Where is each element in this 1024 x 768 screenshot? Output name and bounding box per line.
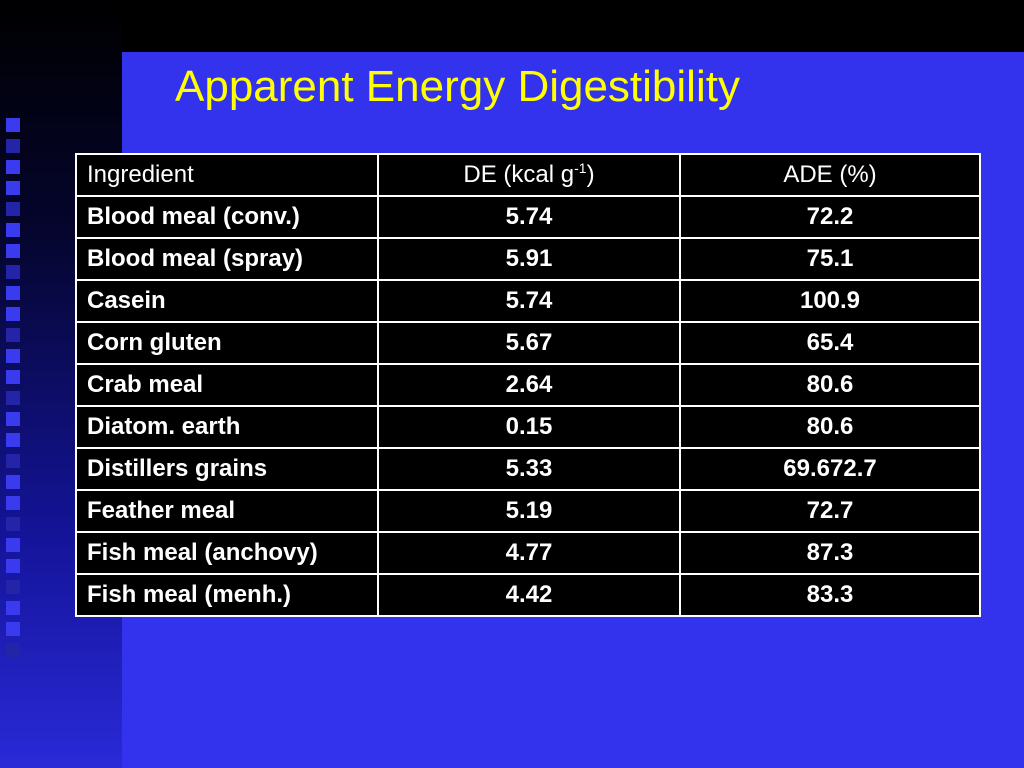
table-row: Fish meal (menh.) 4.42 83.3 <box>75 573 981 617</box>
cell-ade: 80.6 <box>679 405 981 449</box>
decorative-square <box>6 118 20 132</box>
cell-ade: 100.9 <box>679 279 981 323</box>
decorative-square <box>6 412 20 426</box>
cell-de: 5.91 <box>377 237 681 281</box>
cell-ingredient: Feather meal <box>75 489 379 533</box>
table-row: Diatom. earth 0.15 80.6 <box>75 405 981 449</box>
decorative-square <box>6 202 20 216</box>
decorative-square <box>6 622 20 636</box>
cell-de: 5.67 <box>377 321 681 365</box>
decorative-square <box>6 223 20 237</box>
table-row: Casein 5.74 100.9 <box>75 279 981 323</box>
header-de-suffix: ) <box>586 161 595 188</box>
cell-ade: 83.3 <box>679 573 981 617</box>
cell-de: 5.33 <box>377 447 681 491</box>
cell-de: 4.42 <box>377 573 681 617</box>
decorative-square <box>6 349 20 363</box>
decorative-square <box>6 454 20 468</box>
cell-de: 0.15 <box>377 405 681 449</box>
decorative-square <box>6 160 20 174</box>
table-row: Blood meal (spray) 5.91 75.1 <box>75 237 981 281</box>
decorative-square <box>6 601 20 615</box>
cell-ingredient: Crab meal <box>75 363 379 407</box>
cell-de: 4.77 <box>377 531 681 575</box>
cell-ade: 65.4 <box>679 321 981 365</box>
header-ade: ADE (%) <box>679 153 981 197</box>
top-decorative-band <box>122 0 1024 52</box>
decorative-square <box>6 433 20 447</box>
decorative-square <box>6 286 20 300</box>
header-de-text: DE (kcal g <box>463 161 575 188</box>
cell-ade: 69.672.7 <box>679 447 981 491</box>
decorative-square <box>6 391 20 405</box>
cell-de: 5.74 <box>377 279 681 323</box>
cell-de: 2.64 <box>377 363 681 407</box>
header-de: DE (kcal g-1) <box>377 153 681 197</box>
cell-ade: 72.7 <box>679 489 981 533</box>
cell-ade: 87.3 <box>679 531 981 575</box>
cell-ingredient: Blood meal (conv.) <box>75 195 379 239</box>
decorative-squares <box>6 118 26 664</box>
table-row: Distillers grains 5.33 69.672.7 <box>75 447 981 491</box>
cell-ingredient: Diatom. earth <box>75 405 379 449</box>
decorative-square <box>6 181 20 195</box>
decorative-square <box>6 580 20 594</box>
cell-ade: 80.6 <box>679 363 981 407</box>
cell-ade: 75.1 <box>679 237 981 281</box>
header-de-superscript: -1 <box>574 160 587 176</box>
decorative-square <box>6 538 20 552</box>
table-row: Corn gluten 5.67 65.4 <box>75 321 981 365</box>
decorative-square <box>6 139 20 153</box>
table-row: Blood meal (conv.) 5.74 72.2 <box>75 195 981 239</box>
cell-de: 5.19 <box>377 489 681 533</box>
data-table: Ingredient DE (kcal g-1) ADE (%) Blood m… <box>75 153 981 617</box>
decorative-square <box>6 517 20 531</box>
cell-ingredient: Fish meal (menh.) <box>75 573 379 617</box>
cell-ade: 72.2 <box>679 195 981 239</box>
cell-ingredient: Corn gluten <box>75 321 379 365</box>
decorative-square <box>6 475 20 489</box>
cell-ingredient: Distillers grains <box>75 447 379 491</box>
table-row: Crab meal 2.64 80.6 <box>75 363 981 407</box>
cell-ingredient: Blood meal (spray) <box>75 237 379 281</box>
decorative-square <box>6 496 20 510</box>
table-row: Feather meal 5.19 72.7 <box>75 489 981 533</box>
decorative-square <box>6 328 20 342</box>
cell-ingredient: Casein <box>75 279 379 323</box>
decorative-square <box>6 265 20 279</box>
table-row: Fish meal (anchovy) 4.77 87.3 <box>75 531 981 575</box>
decorative-square <box>6 370 20 384</box>
cell-de: 5.74 <box>377 195 681 239</box>
header-ingredient: Ingredient <box>75 153 379 197</box>
cell-ingredient: Fish meal (anchovy) <box>75 531 379 575</box>
table-header-row: Ingredient DE (kcal g-1) ADE (%) <box>75 153 981 197</box>
decorative-square <box>6 643 20 657</box>
slide-title: Apparent Energy Digestibility <box>175 62 740 111</box>
decorative-square <box>6 307 20 321</box>
decorative-square <box>6 244 20 258</box>
decorative-square <box>6 559 20 573</box>
data-table-container: Ingredient DE (kcal g-1) ADE (%) Blood m… <box>75 153 981 617</box>
